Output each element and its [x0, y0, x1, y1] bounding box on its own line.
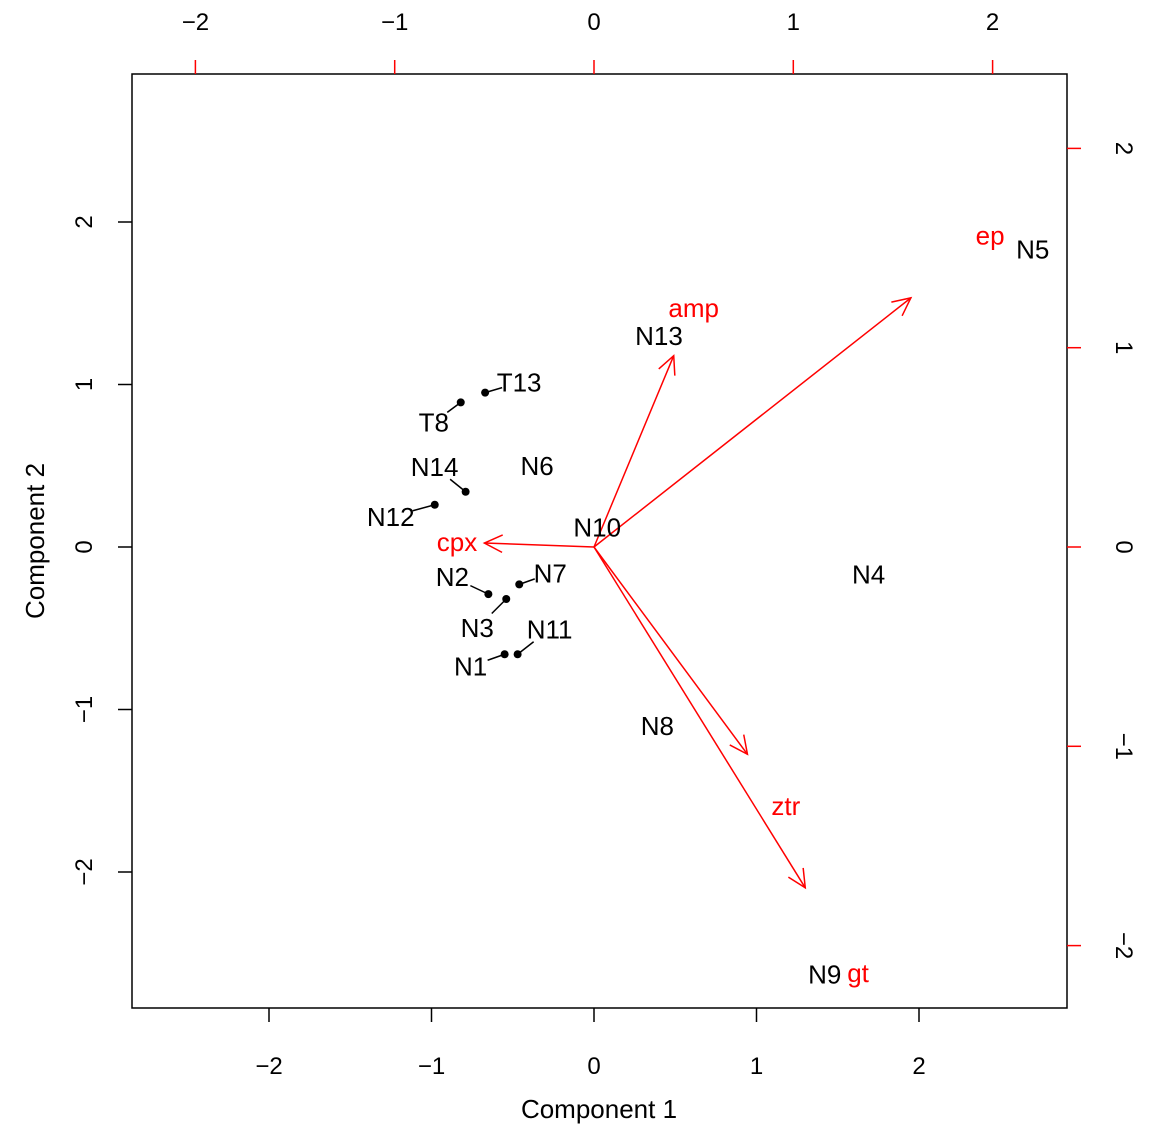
- x-axis-label: Component 1: [521, 1094, 677, 1124]
- loading-arrow-ep: [593, 297, 912, 548]
- top-tick-label: −1: [381, 9, 408, 36]
- point-label: N5: [1016, 235, 1049, 265]
- x-tick-label: −2: [255, 1053, 282, 1080]
- right-tick-label: −2: [1110, 932, 1137, 959]
- point-label: N3: [461, 613, 494, 643]
- leader-line: [517, 641, 535, 655]
- leader-line: [470, 584, 489, 595]
- arrowhead: [482, 534, 503, 554]
- y-tick-label: 0: [71, 540, 98, 553]
- leader-line: [446, 401, 462, 413]
- loading-arrow-ztr: [593, 546, 749, 755]
- right-tick-label: 0: [1110, 540, 1137, 553]
- loading-arrow-amp: [593, 355, 675, 548]
- loading-arrow-cpx: [484, 542, 595, 548]
- loading-label: amp: [668, 293, 719, 323]
- arrowhead: [891, 296, 913, 317]
- leader-line: [449, 478, 467, 493]
- leader-line: [491, 598, 507, 615]
- point-label: T13: [497, 368, 542, 398]
- y-tick-label: −2: [71, 858, 98, 885]
- arrowhead: [729, 734, 749, 756]
- arrowhead: [787, 867, 807, 890]
- point-label: N8: [641, 711, 674, 741]
- right-tick-label: 2: [1110, 142, 1137, 155]
- y-tick-label: 2: [71, 215, 98, 228]
- point-label: N4: [852, 560, 885, 590]
- y-tick-label: 1: [71, 378, 98, 391]
- plot-frame: [131, 73, 1068, 1009]
- top-tick-label: 1: [787, 9, 800, 36]
- top-tick-label: 2: [986, 9, 999, 36]
- loading-label: cpx: [437, 527, 477, 557]
- point-label: N14: [411, 452, 459, 482]
- point-label: N6: [521, 451, 554, 481]
- x-tick-label: 2: [912, 1053, 925, 1080]
- point-label: N12: [367, 502, 415, 532]
- point-label: N11: [527, 614, 573, 644]
- loading-label: ep: [976, 221, 1005, 251]
- arrowhead: [658, 354, 676, 376]
- leader-line: [487, 653, 505, 661]
- loading-arrow-gt: [593, 546, 806, 889]
- loading-label: ztr: [771, 791, 800, 821]
- right-tick-label: 1: [1110, 341, 1137, 354]
- leader-line: [484, 386, 503, 394]
- point-label: N13: [635, 321, 683, 351]
- point-label: N9: [808, 959, 841, 989]
- x-tick-label: −1: [418, 1053, 445, 1080]
- y-tick-label: −1: [71, 696, 98, 723]
- leader-line: [518, 578, 536, 586]
- right-tick-label: −1: [1110, 733, 1137, 760]
- x-tick-label: 0: [587, 1053, 600, 1080]
- top-tick-label: −2: [182, 9, 209, 36]
- x-tick-label: 1: [750, 1053, 763, 1080]
- leader-line: [412, 504, 435, 512]
- point-label: T8: [419, 407, 449, 437]
- point-label: N1: [454, 651, 487, 681]
- y-axis-label: Component 2: [20, 463, 50, 619]
- loading-label: gt: [847, 958, 869, 988]
- point-label: N2: [436, 562, 469, 592]
- point-label: N10: [573, 513, 621, 543]
- top-tick-label: 0: [587, 9, 600, 36]
- point-label: N7: [534, 558, 567, 588]
